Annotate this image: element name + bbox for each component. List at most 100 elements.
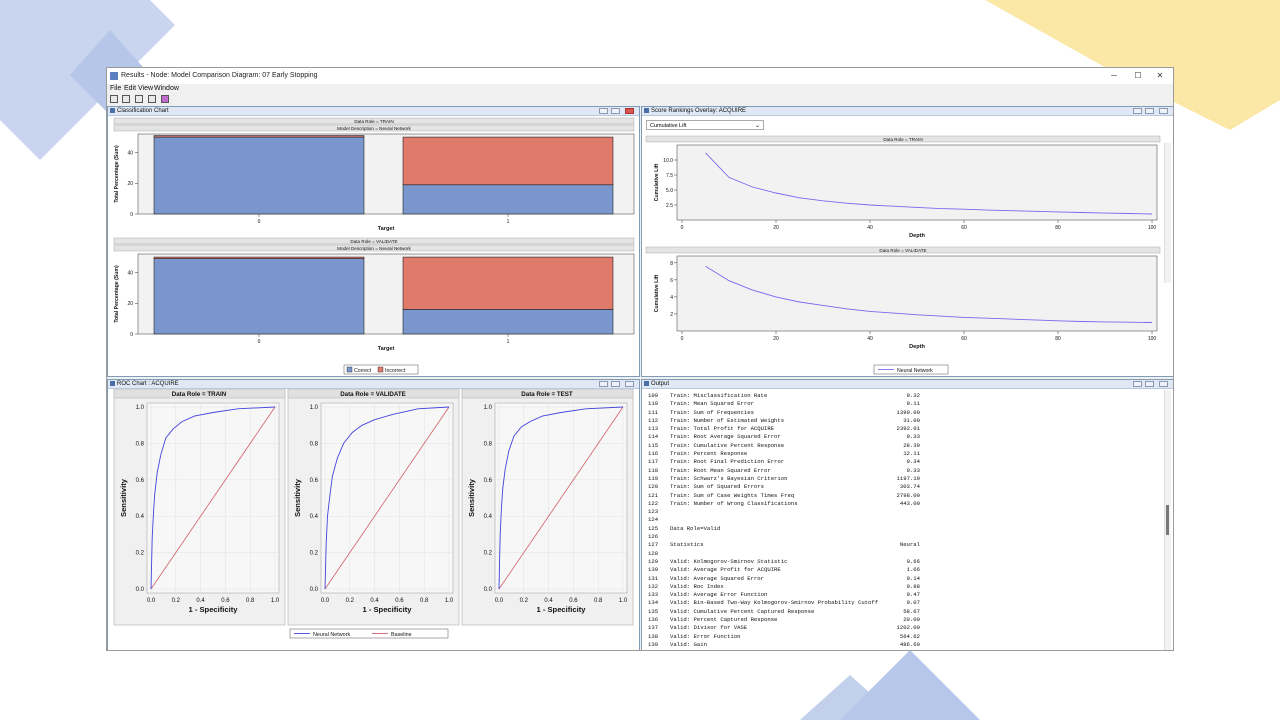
panel-minimize-button[interactable] bbox=[1133, 108, 1142, 114]
menu-file[interactable]: File bbox=[110, 85, 122, 92]
statistic-value: 28.39 bbox=[903, 441, 920, 449]
line-number: 114 bbox=[648, 433, 659, 441]
output-line: 128 bbox=[648, 550, 670, 558]
line-number: 136 bbox=[648, 616, 659, 624]
x-tick-label: 20 bbox=[773, 225, 779, 231]
statistic-value: 2392.01 bbox=[896, 425, 921, 433]
output-line: 115 Train: Cumulative Percent Response 28.… bbox=[648, 442, 920, 450]
panel-maximize-button[interactable] bbox=[1159, 108, 1168, 114]
save-icon[interactable] bbox=[148, 95, 156, 103]
y-axis-label: Cumulative Lift bbox=[654, 274, 660, 312]
section-header-bar bbox=[113, 244, 635, 252]
line-number: 133 bbox=[648, 591, 659, 599]
statistic-label: Valid: Divisor for VASE bbox=[670, 624, 748, 632]
panel-close-button[interactable] bbox=[625, 108, 634, 114]
x-tick-label: 80 bbox=[1055, 336, 1061, 342]
panel-maximize-button[interactable] bbox=[1159, 381, 1168, 387]
output-line: 110 Train: Mean Squared Error 0.11 bbox=[648, 400, 920, 408]
close-button[interactable]: ✕ bbox=[1156, 71, 1164, 80]
roc-panel-title: Data Role = TRAIN bbox=[172, 391, 227, 398]
legend-label-incorrect: Incorrect bbox=[385, 368, 406, 374]
output-line: 137 Valid: Divisor for VASE 1202.00 bbox=[648, 624, 920, 632]
output-line: 133 Valid: Average Error Function 0.47 bbox=[648, 591, 920, 599]
y-tick-label: 0.4 bbox=[136, 514, 145, 520]
panel-minimize-button[interactable] bbox=[1133, 381, 1142, 387]
statistic-label: Valid: Error Function bbox=[670, 632, 741, 640]
print-icon[interactable] bbox=[135, 95, 143, 103]
y-tick-label: 10.0 bbox=[663, 158, 673, 164]
chevron-down-icon: ⌄ bbox=[754, 123, 760, 129]
run-icon[interactable] bbox=[161, 95, 169, 103]
y-tick-label: 0.8 bbox=[310, 441, 319, 447]
document-icon[interactable] bbox=[122, 95, 130, 103]
line-number: 116 bbox=[648, 450, 659, 458]
output-line: 127 Statistics Neural bbox=[648, 541, 920, 549]
x-tick-label: 0.2 bbox=[520, 598, 529, 604]
roc-panel-header bbox=[287, 389, 460, 399]
statistic-label: Train: Number of Estimated Weights bbox=[670, 416, 785, 424]
x-tick-label: 0.6 bbox=[221, 598, 230, 604]
statistic-label: Data Role=Valid bbox=[670, 524, 721, 532]
output-line: 121 Train: Sum of Case Weights Times Freq… bbox=[648, 492, 920, 500]
minimize-button[interactable]: ─ bbox=[1111, 71, 1117, 80]
y-tick-label: 8 bbox=[670, 261, 673, 267]
panel-restore-button[interactable] bbox=[611, 108, 620, 114]
panel-restore-button[interactable] bbox=[1145, 108, 1154, 114]
y-tick-label: 2.5 bbox=[666, 203, 673, 209]
properties-icon[interactable] bbox=[110, 95, 118, 103]
line-number: 134 bbox=[648, 599, 659, 607]
line-number: 123 bbox=[648, 508, 659, 516]
statistic-label: Valid: Average Error Function bbox=[670, 591, 768, 599]
baseline-line bbox=[498, 406, 624, 590]
y-tick-label: 0.8 bbox=[484, 441, 493, 447]
panel-restore-button[interactable] bbox=[611, 381, 620, 387]
statistic-label: Train: Sum of Case Weights Times Freq bbox=[670, 491, 795, 499]
line-number: 120 bbox=[648, 483, 659, 491]
x-axis-label: Target bbox=[378, 346, 395, 352]
panel-restore-button[interactable] bbox=[1145, 381, 1154, 387]
output-line: 116 Train: Percent Response 12.11 bbox=[648, 450, 920, 458]
y-tick-label: 0.0 bbox=[484, 587, 493, 593]
panel-minimize-button[interactable] bbox=[599, 108, 608, 114]
output-line: 117 Train: Root Final Prediction Error 0.3… bbox=[648, 458, 920, 466]
menu-window[interactable]: Window bbox=[154, 85, 179, 92]
panel-header: Output bbox=[642, 380, 1173, 389]
roc-panel-header bbox=[113, 389, 286, 399]
roc-chart: Data Role = TRAIN0.00.00.20.20.40.40.60.… bbox=[113, 389, 634, 639]
panel-minimize-button[interactable] bbox=[599, 381, 608, 387]
menu-view[interactable]: View bbox=[138, 85, 154, 92]
x-tick-label: 1 bbox=[507, 339, 510, 345]
y-tick-label: 0.0 bbox=[310, 587, 319, 593]
section-header-bar bbox=[645, 135, 1161, 143]
y-tick-label: 0.2 bbox=[136, 551, 145, 557]
x-tick-label: 0.8 bbox=[594, 598, 603, 604]
y-tick-label: 5.0 bbox=[666, 188, 673, 194]
y-tick-label: 4 bbox=[670, 295, 673, 301]
bar-correct bbox=[153, 258, 365, 335]
output-text: 109 Train: Misclassification Rate 0.32 110 T… bbox=[648, 392, 920, 649]
statistic-value: 0.11 bbox=[906, 400, 920, 408]
panel-header: ROC Chart : ACQUIRE bbox=[108, 380, 639, 389]
x-tick-label: 0.8 bbox=[246, 598, 255, 604]
menu-edit[interactable]: Edit bbox=[124, 85, 137, 92]
x-axis-label: 1 - Specificity bbox=[363, 605, 413, 614]
roc-panel-header bbox=[461, 389, 634, 399]
line-number: 131 bbox=[648, 574, 659, 582]
panel-maximize-button[interactable] bbox=[625, 381, 634, 387]
vertical-scrollbar[interactable] bbox=[1164, 390, 1171, 650]
y-tick-label: 0.0 bbox=[136, 587, 145, 593]
bar-incorrect bbox=[153, 135, 365, 138]
line-number: 130 bbox=[648, 566, 659, 574]
model-description-label: Model Description = Neural Network bbox=[337, 126, 411, 131]
output-line: 114 Train: Root Average Squared Error 0.33 bbox=[648, 433, 920, 441]
statistic-select[interactable]: Cumulative Lift ⌄ bbox=[646, 120, 764, 130]
x-axis-label: 1 - Specificity bbox=[189, 605, 239, 614]
statistic-value: 2798.00 bbox=[896, 491, 921, 499]
maximize-button[interactable]: ☐ bbox=[1134, 71, 1142, 80]
section-header-bar bbox=[645, 246, 1161, 254]
statistic-label: Train: Root Final Prediction Error bbox=[670, 458, 785, 466]
vertical-scrollbar[interactable] bbox=[1164, 143, 1171, 283]
scrollbar-thumb[interactable] bbox=[1166, 505, 1169, 535]
statistic-value: 0.07 bbox=[906, 599, 920, 607]
statistic-value: 0.88 bbox=[906, 582, 920, 590]
